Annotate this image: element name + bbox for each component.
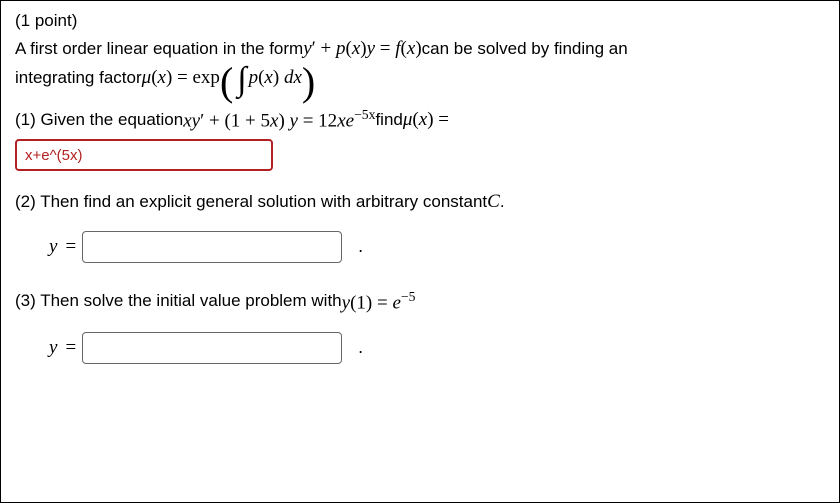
period-3: . bbox=[358, 337, 363, 358]
ivp-solution-input[interactable] bbox=[82, 332, 342, 364]
general-solution-input[interactable] bbox=[82, 231, 342, 263]
intro-pre: A first order linear equation in the for… bbox=[15, 35, 303, 64]
constant-C: C bbox=[487, 191, 500, 213]
part1-exponent: −5x bbox=[354, 107, 375, 122]
part1-mu-label: μ(x) = bbox=[403, 109, 449, 131]
period-2: . bbox=[358, 236, 363, 257]
part2-answer-row: y = . bbox=[15, 231, 825, 263]
part1-row: (1) Given the equation xy′ + (1 + 5x) y … bbox=[15, 107, 825, 132]
part3-pre: (3) Then solve the initial value problem… bbox=[15, 291, 342, 311]
part2-text: (2) Then find an explicit general soluti… bbox=[15, 192, 487, 212]
input1-row: x+e^(5x) bbox=[15, 139, 825, 171]
part1-equation: xy′ + (1 + 5x) y = 12xe−5x bbox=[183, 107, 375, 132]
integrating-factor-row: integrating factor μ(x) = exp ( ∫ p(x) d… bbox=[15, 67, 825, 89]
part1-post: find bbox=[375, 110, 402, 130]
intro-line: A first order linear equation in the for… bbox=[15, 33, 825, 65]
part3-exponent: −5 bbox=[401, 289, 416, 304]
eq-sign-2: = bbox=[65, 236, 76, 258]
integrating-pre: integrating factor bbox=[15, 68, 142, 88]
integrand: p(x) dx bbox=[249, 67, 302, 89]
mu-definition: μ(x) = exp bbox=[142, 67, 220, 89]
part3-row: (3) Then solve the initial value problem… bbox=[15, 289, 825, 314]
question-container: (1 point) A first order linear equation … bbox=[0, 0, 840, 503]
part1-pre: (1) Given the equation bbox=[15, 110, 183, 130]
y-label-3: y bbox=[49, 337, 57, 359]
points-label: (1 point) bbox=[15, 11, 825, 31]
part2-row: (2) Then find an explicit general soluti… bbox=[15, 191, 825, 213]
intro-equation: y′ + p(x)y = f(x) bbox=[303, 33, 421, 65]
part3-equation: y(1) = e−5 bbox=[342, 289, 416, 314]
mu-answer-input[interactable]: x+e^(5x) bbox=[15, 139, 273, 171]
part2-period: . bbox=[500, 192, 505, 212]
part3-answer-row: y = . bbox=[15, 332, 825, 364]
eq-sign-3: = bbox=[65, 337, 76, 359]
y-label-2: y bbox=[49, 236, 57, 258]
intro-post: can be solved by finding an bbox=[422, 35, 628, 64]
